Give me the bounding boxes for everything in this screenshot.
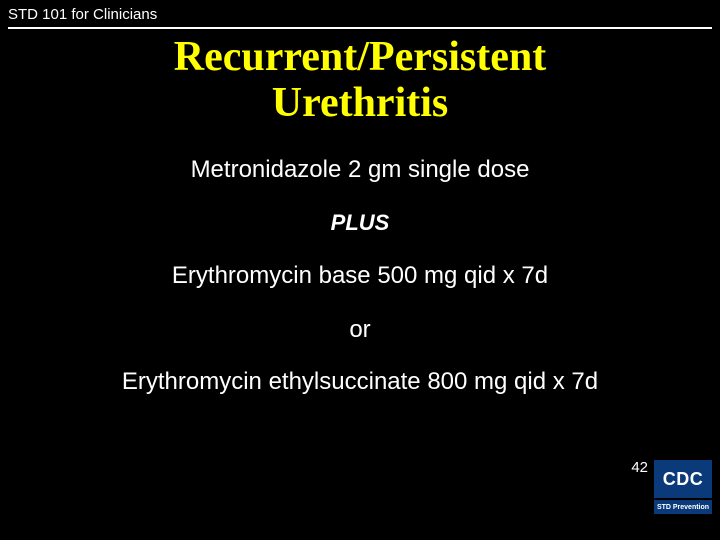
treatment-drug-2: Erythromycin base 500 mg qid x 7d (0, 262, 720, 290)
cdc-logo: CDC STD Prevention (654, 460, 712, 518)
cdc-logo-subtext: STD Prevention (657, 504, 709, 511)
title-line-2: Urethritis (272, 80, 449, 126)
treatment-drug-3: Erythromycin ethylsuccinate 800 mg qid x… (0, 368, 720, 396)
slide: STD 101 for Clinicians Recurrent/Persist… (0, 0, 720, 540)
cdc-logo-bottom: STD Prevention (654, 500, 712, 514)
slide-title: Recurrent/Persistent Urethritis (0, 34, 720, 126)
cdc-logo-text: CDC (663, 469, 704, 490)
header-rule (8, 27, 712, 29)
treatment-drug-1: Metronidazole 2 gm single dose (0, 156, 720, 184)
cdc-logo-top: CDC (654, 460, 712, 498)
page-number: 42 (631, 459, 648, 476)
slide-header: STD 101 for Clinicians (8, 6, 712, 29)
treatment-conjunction: PLUS (0, 210, 720, 236)
treatment-or: or (0, 316, 720, 344)
course-label: STD 101 for Clinicians (8, 6, 712, 25)
title-line-1: Recurrent/Persistent (174, 34, 546, 80)
